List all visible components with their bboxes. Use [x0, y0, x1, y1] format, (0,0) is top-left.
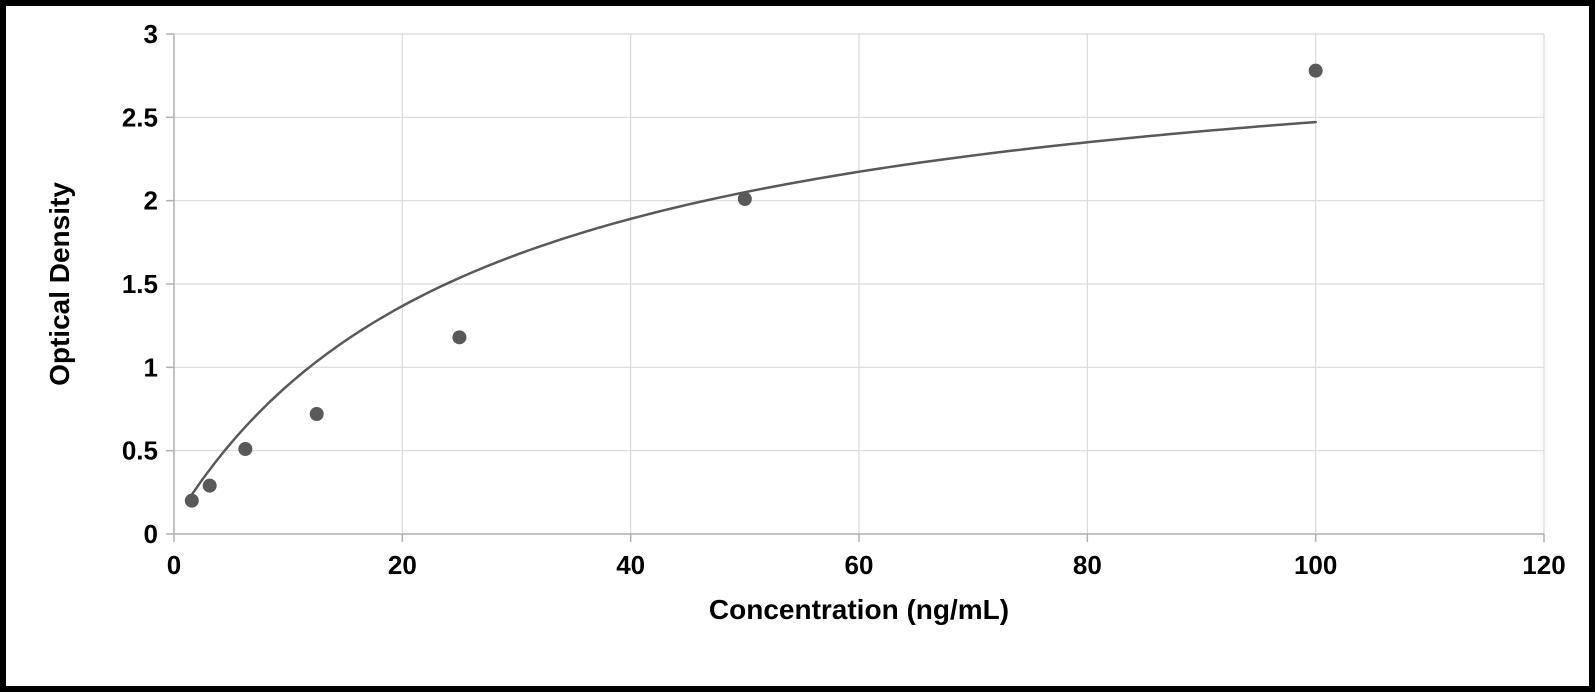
x-tick-label: 120 [1522, 550, 1565, 580]
y-tick-label: 0 [144, 519, 158, 549]
data-point [310, 407, 324, 421]
chart-bg [6, 6, 1589, 686]
chart-frame: 0 20 40 60 80 100 120 0 0.5 1 1.5 2 2.5 3 Concentratio… [0, 0, 1595, 692]
y-tick-label: 1 [144, 352, 158, 382]
data-point [203, 479, 217, 493]
data-point [238, 442, 252, 456]
chart-container: 0 20 40 60 80 100 120 0 0.5 1 1.5 2 2.5 3 Concentratio… [6, 6, 1589, 686]
data-point [1309, 64, 1323, 78]
x-tick-label: 0 [167, 550, 181, 580]
y-tick-label: 1.5 [122, 269, 158, 299]
y-tick-label: 0.5 [122, 436, 158, 466]
data-point [185, 494, 199, 508]
data-point [738, 192, 752, 206]
x-tick-label: 60 [845, 550, 874, 580]
x-tick-label: 80 [1073, 550, 1102, 580]
x-tick-label: 20 [388, 550, 417, 580]
chart-svg: 0 20 40 60 80 100 120 0 0.5 1 1.5 2 2.5 3 Concentratio… [6, 6, 1589, 686]
x-tick-label: 40 [616, 550, 645, 580]
data-point [452, 330, 466, 344]
y-axis-label: Optical Density [44, 182, 75, 386]
y-tick-label: 2.5 [122, 102, 158, 132]
x-tick-label: 100 [1294, 550, 1337, 580]
y-tick-label: 2 [144, 186, 158, 216]
x-axis-label: Concentration (ng/mL) [709, 594, 1009, 625]
y-tick-label: 3 [144, 19, 158, 49]
